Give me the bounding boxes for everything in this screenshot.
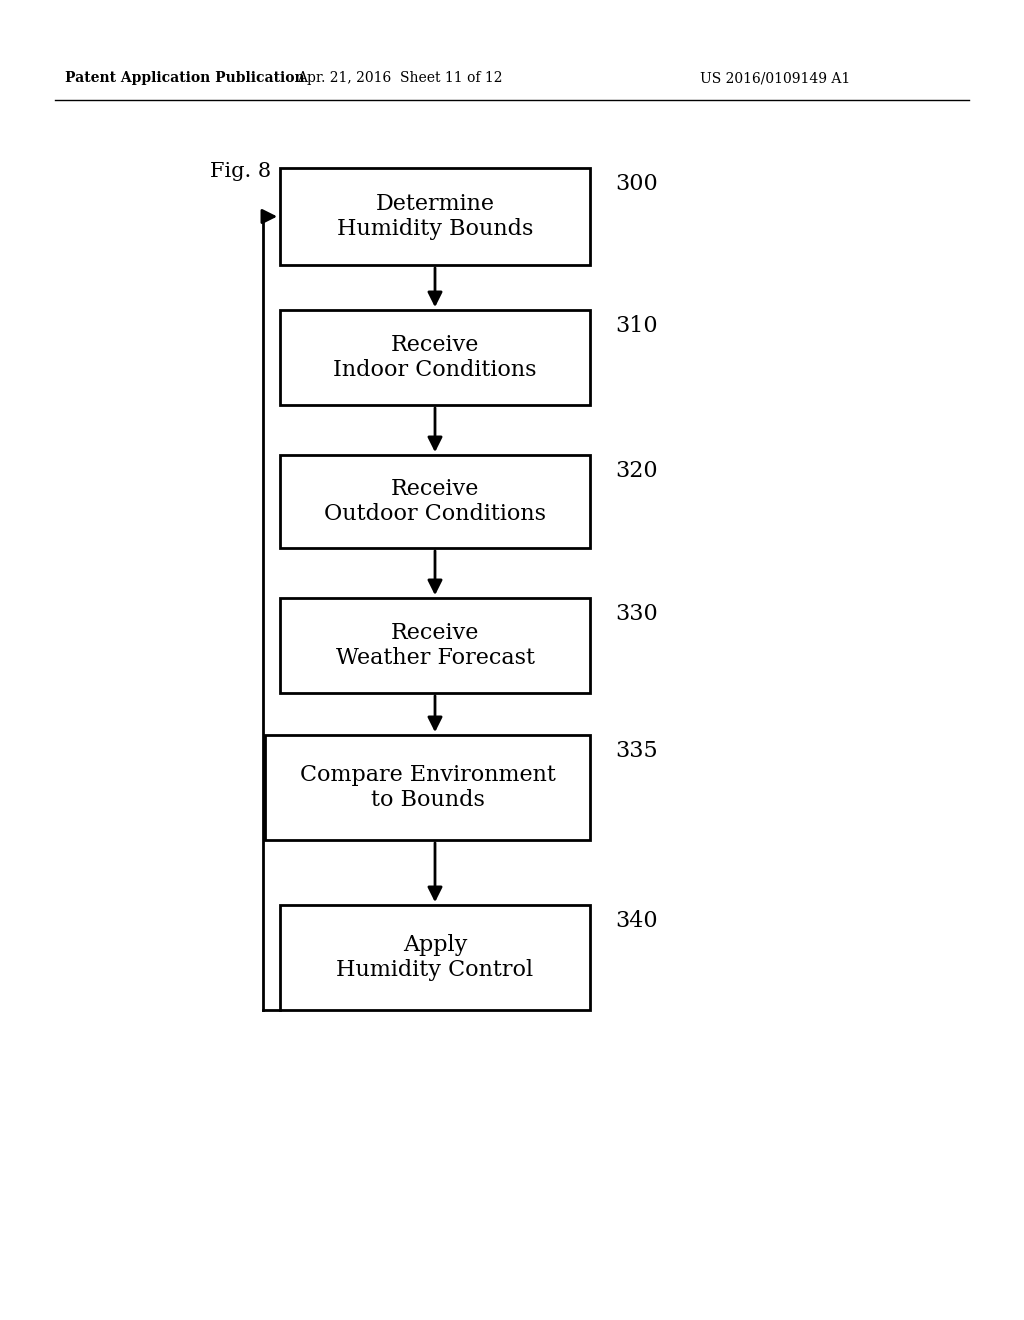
Text: 335: 335	[615, 741, 657, 762]
Text: Apply
Humidity Control: Apply Humidity Control	[337, 933, 534, 981]
Bar	[280, 455, 590, 548]
Text: Receive
Outdoor Conditions: Receive Outdoor Conditions	[324, 478, 546, 525]
Text: 340: 340	[615, 909, 657, 932]
Text: 310: 310	[615, 315, 657, 337]
Text: 300: 300	[615, 173, 657, 195]
Bar	[280, 906, 590, 1010]
Text: US 2016/0109149 A1: US 2016/0109149 A1	[700, 71, 850, 84]
Text: Fig. 8: Fig. 8	[210, 162, 271, 181]
Text: Compare Environment
to Bounds: Compare Environment to Bounds	[300, 764, 555, 812]
Text: Receive
Indoor Conditions: Receive Indoor Conditions	[333, 334, 537, 381]
Text: 320: 320	[615, 459, 657, 482]
Text: Apr. 21, 2016  Sheet 11 of 12: Apr. 21, 2016 Sheet 11 of 12	[297, 71, 503, 84]
Text: Determine
Humidity Bounds: Determine Humidity Bounds	[337, 193, 534, 240]
Text: 330: 330	[615, 603, 657, 624]
Bar	[280, 598, 590, 693]
Bar	[265, 735, 590, 840]
Text: Patent Application Publication: Patent Application Publication	[65, 71, 304, 84]
Bar	[280, 168, 590, 265]
Text: Receive
Weather Forecast: Receive Weather Forecast	[336, 622, 535, 669]
Bar	[280, 310, 590, 405]
